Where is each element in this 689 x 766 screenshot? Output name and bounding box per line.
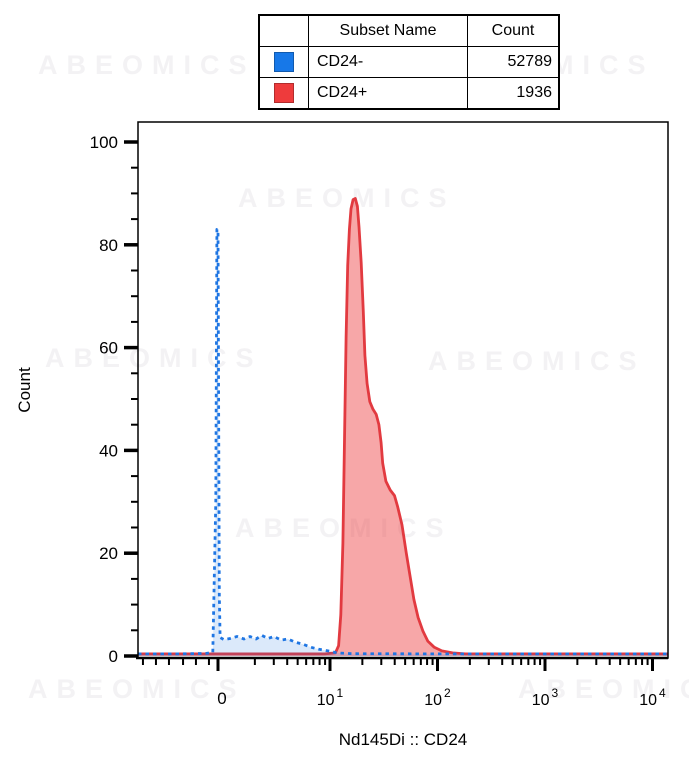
y-axis-tick-label: 100 <box>90 133 118 152</box>
y-axis-tick-label: 20 <box>99 544 118 563</box>
x-axis-tick-label: 0 <box>217 689 226 708</box>
watermark-text: ABEOMICS <box>28 674 246 704</box>
legend-header-subset-name: Subset Name <box>308 14 468 47</box>
x-axis-tick-label: 10 2 <box>424 686 451 709</box>
y-axis-title: Count <box>15 367 34 413</box>
watermark-text: ABEOMICS <box>38 50 256 80</box>
legend-subset-name: CD24- <box>308 46 468 78</box>
legend-swatch-cell <box>258 46 309 78</box>
legend-header-row: Subset Name Count <box>258 14 560 47</box>
x-axis-title: Nd145Di :: CD24 <box>339 730 468 749</box>
cd24-negative-curve <box>138 227 668 656</box>
cd24-positive-fill <box>138 198 668 656</box>
legend-swatch-cell <box>258 77 309 110</box>
y-axis-tick-label: 0 <box>109 647 118 666</box>
legend-subset-count: 52789 <box>467 46 560 78</box>
y-axis-tick-label: 80 <box>99 236 118 255</box>
x-axis-tick-label: 10 3 <box>532 686 559 709</box>
cd24-positive-color-swatch <box>274 83 294 103</box>
cd24-positive-curve <box>138 197 668 656</box>
x-axis-tick-label: 10 4 <box>639 686 666 709</box>
legend-header-count: Count <box>467 14 560 47</box>
legend-subset-name: CD24+ <box>308 77 468 110</box>
legend-header-swatch <box>258 14 309 47</box>
watermark-text: ABEOMICS <box>518 674 689 704</box>
legend-table: Subset Name Count CD24- 52789 CD24+ 1936 <box>258 14 560 110</box>
watermark-text: ABEOMICS <box>235 513 453 544</box>
legend-subset-count: 1936 <box>467 77 560 110</box>
y-axis-tick-label: 40 <box>99 441 118 460</box>
x-axis-tick-label: 10 1 <box>317 686 344 709</box>
legend-row-cd24-positive: CD24+ 1936 <box>258 77 560 110</box>
watermark-text: ABEOMICS <box>238 183 456 213</box>
legend-row-cd24-negative: CD24- 52789 <box>258 46 560 78</box>
cd24-negative-color-swatch <box>274 52 294 72</box>
watermark-text: ABEOMICS <box>428 346 646 376</box>
y-axis-tick-label: 60 <box>99 339 118 358</box>
